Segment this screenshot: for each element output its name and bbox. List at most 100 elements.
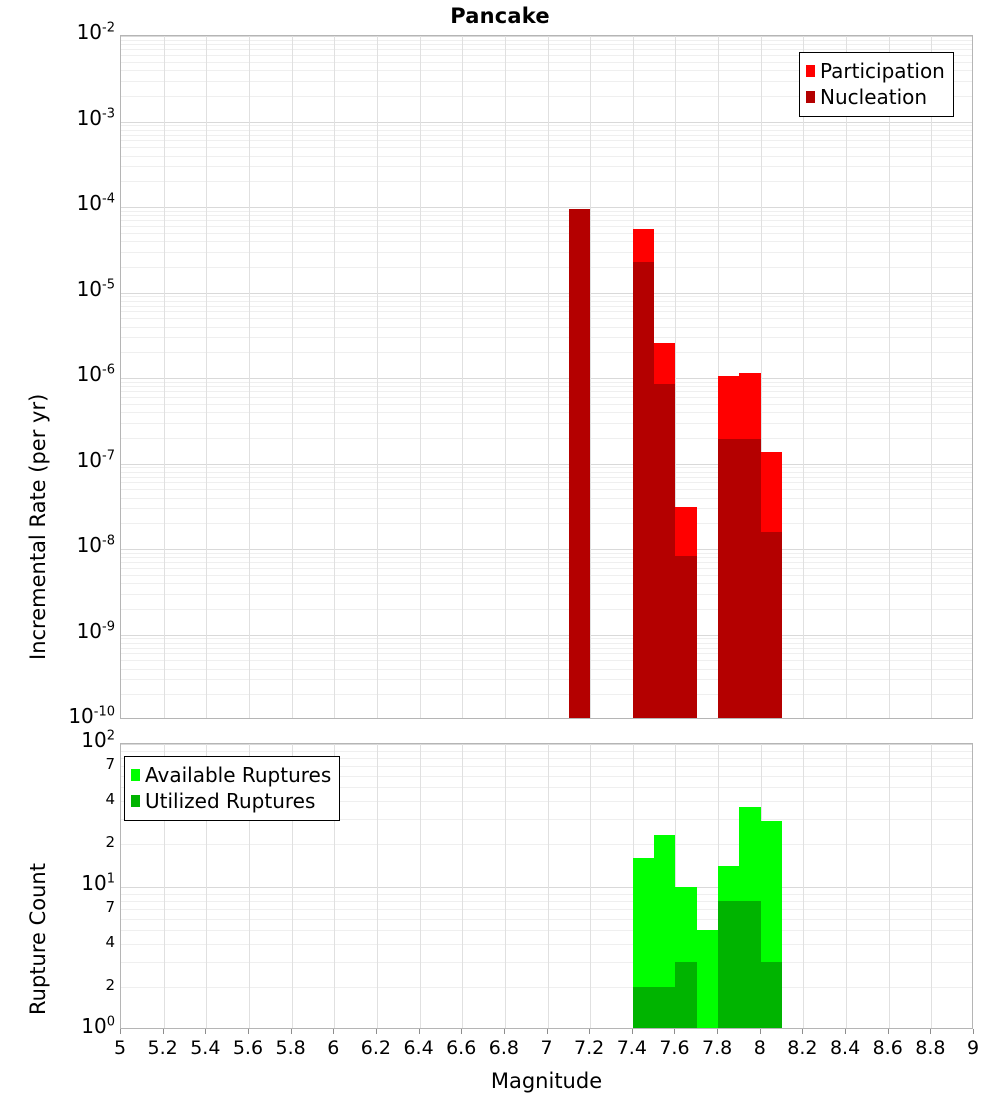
x-tick-label: 8.8 <box>915 1037 946 1059</box>
vertical-gridline <box>504 36 506 718</box>
gridline-minor <box>121 647 972 649</box>
y-tick-label: 10-6 <box>76 362 115 386</box>
gridline-minor <box>121 300 972 302</box>
gridline-minor <box>121 787 972 789</box>
bar <box>696 930 719 1028</box>
gridline-minor <box>121 311 972 313</box>
x-tick-label: 6.2 <box>360 1037 391 1059</box>
gridline-major <box>121 887 972 888</box>
gridline-minor <box>121 305 972 307</box>
y-tick-label: 10-7 <box>76 447 115 472</box>
gridline-minor <box>121 44 972 46</box>
y-tick-label: 10-10 <box>68 704 115 728</box>
bar <box>718 376 740 718</box>
incremental-rate-plot <box>120 35 973 719</box>
bar <box>632 229 655 718</box>
x-tick-label: 6.8 <box>488 1037 519 1059</box>
x-tick-mark <box>759 1029 761 1034</box>
gridline-minor <box>121 562 972 564</box>
gridline-minor <box>121 800 972 802</box>
gridline-minor <box>121 843 972 845</box>
gridline-minor <box>121 567 972 569</box>
vertical-gridline <box>206 36 208 718</box>
x-tick-label: 7.8 <box>701 1037 733 1059</box>
x-tick-label: 8 <box>753 1037 766 1059</box>
gridline-minor <box>121 467 972 469</box>
vertical-gridline <box>888 36 890 718</box>
y-tick-label: 10-3 <box>76 105 115 130</box>
vertical-gridline <box>291 36 293 718</box>
available-ruptures-label: Available Ruptures <box>145 763 332 787</box>
y-tick-label: 10-5 <box>76 276 115 301</box>
vertical-gridline <box>760 36 762 718</box>
bar <box>718 866 740 1028</box>
x-tick-label: 5.6 <box>232 1037 264 1059</box>
y-tick-label: 10-9 <box>76 618 115 643</box>
x-tick-mark <box>205 1029 207 1034</box>
x-tick-label: 6 <box>327 1037 340 1059</box>
gridline-major <box>121 378 972 379</box>
y-tick-label: 10-8 <box>76 533 115 557</box>
gridline-major <box>121 121 972 123</box>
gridline-minor <box>121 70 972 72</box>
bar <box>739 807 761 1028</box>
x-tick-mark <box>631 1029 633 1034</box>
y-minor-tick-label: 7 <box>105 755 115 774</box>
gridline-minor <box>121 557 972 559</box>
bar-segment <box>718 438 740 718</box>
gridline-minor <box>121 391 972 393</box>
x-tick-mark <box>887 1029 889 1034</box>
bar <box>760 452 783 718</box>
vertical-gridline <box>590 744 592 1028</box>
legend-item-utilized-ruptures: Utilized Ruptures <box>131 788 331 814</box>
vertical-gridline <box>419 744 421 1028</box>
vertical-gridline <box>462 36 464 718</box>
gridline-minor <box>121 930 972 932</box>
x-tick-label: 7 <box>540 1037 553 1059</box>
vertical-gridline <box>888 744 890 1028</box>
vertical-gridline <box>334 36 336 718</box>
gridline-minor <box>121 225 972 227</box>
gridline-minor <box>121 583 972 585</box>
x-tick-label: 5.8 <box>275 1037 306 1059</box>
gridline-minor <box>121 396 972 398</box>
vertical-gridline <box>803 744 805 1028</box>
bar <box>632 857 655 1028</box>
gridline-minor <box>121 129 972 131</box>
gridline-minor <box>121 140 972 142</box>
gridline-minor <box>121 900 972 902</box>
x-tick-mark <box>717 1029 719 1034</box>
y-minor-tick-label: 2 <box>105 975 115 994</box>
vertical-gridline <box>248 36 250 718</box>
bar-segment <box>632 986 655 1028</box>
gridline-minor <box>121 337 972 339</box>
gridline-minor <box>121 266 972 268</box>
vertical-gridline <box>803 36 805 718</box>
y-tick-label: 101 <box>81 871 115 895</box>
gridline-major <box>121 634 972 636</box>
legend-item-participation: Participation <box>806 58 945 84</box>
legend-item-nucleation: Nucleation <box>806 84 945 110</box>
gridline-minor <box>121 943 972 945</box>
x-tick-label: 7.2 <box>574 1037 605 1059</box>
gridline-minor <box>121 961 972 963</box>
x-tick-mark <box>162 1029 164 1034</box>
gridline-minor <box>121 215 972 217</box>
gridline-minor <box>121 766 972 768</box>
bottom-y-axis-label: Rupture Count <box>26 863 50 1015</box>
gridline-minor <box>121 642 972 644</box>
vertical-gridline <box>462 744 464 1028</box>
bar-segment <box>718 900 740 1028</box>
x-tick-mark <box>546 1029 548 1034</box>
gridline-minor <box>121 608 972 610</box>
gridline-minor <box>121 39 972 41</box>
page-title: Pancake <box>450 4 550 28</box>
x-tick-mark <box>674 1029 676 1034</box>
bar-segment <box>675 556 697 718</box>
x-tick-mark <box>418 1029 420 1034</box>
gridline-minor <box>121 251 972 253</box>
gridline-minor <box>121 757 972 759</box>
vertical-gridline <box>376 36 378 718</box>
bar <box>675 887 697 1028</box>
gridline-minor <box>121 422 972 424</box>
